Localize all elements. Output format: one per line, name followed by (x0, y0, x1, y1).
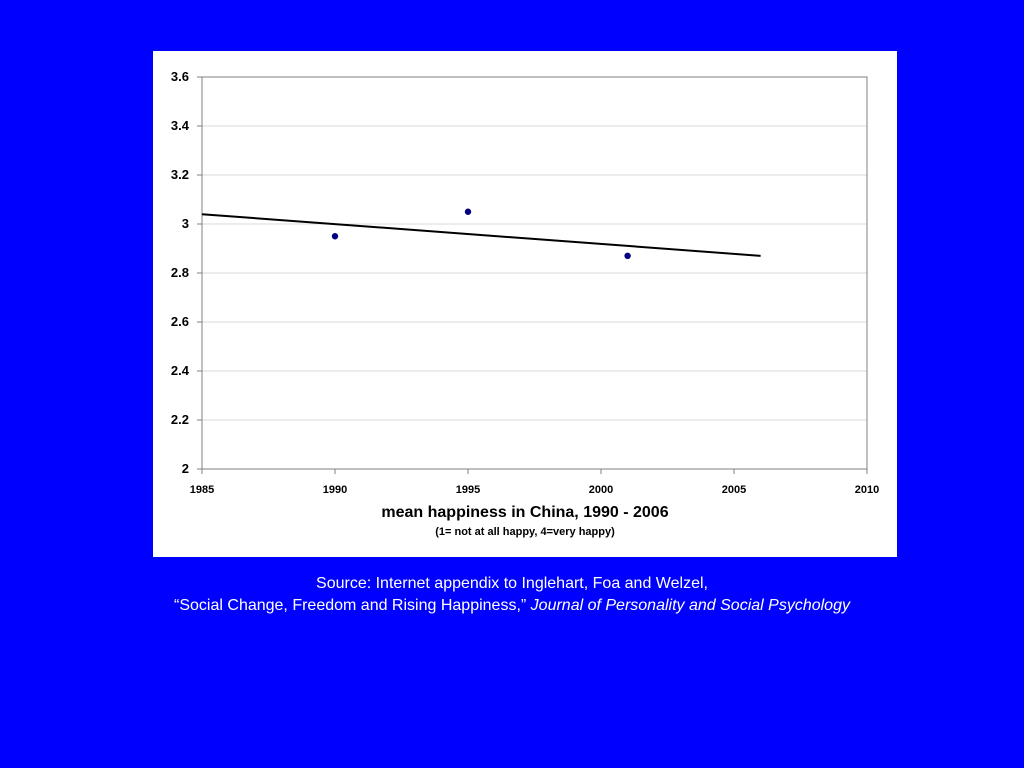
y-tick-label: 3 (182, 216, 189, 231)
x-tick-label: 2010 (855, 484, 879, 496)
chart-subtitle: (1= not at all happy, 4=very happy) (435, 526, 615, 538)
source-note: Source: Internet appendix to Inglehart, … (0, 573, 1024, 617)
y-tick-label: 2.8 (171, 265, 189, 280)
y-tick-label: 2.6 (171, 314, 189, 329)
chart-title: mean happiness in China, 1990 - 2006 (381, 504, 669, 521)
y-tick-label: 2.2 (171, 412, 189, 427)
x-tick-label: 1985 (190, 484, 214, 496)
x-tick-label: 2005 (722, 484, 746, 496)
y-tick-label: 3.6 (171, 69, 189, 84)
source-line-1: Source: Internet appendix to Inglehart, … (316, 575, 708, 592)
y-tick-label: 3.2 (171, 167, 189, 182)
data-point (464, 208, 472, 215)
y-tick-label: 3.4 (171, 118, 190, 133)
source-journal: Journal of Personality and Social Psycho… (530, 597, 850, 614)
y-tick-label: 2.4 (171, 363, 190, 378)
source-line-2: “Social Change, Freedom and Rising Happi… (0, 595, 1024, 617)
trendline (201, 213, 761, 257)
y-tick-label: 2 (182, 461, 189, 476)
chart-plot: 2 2.2 2.4 2.6 2.8 3 3.2 3.4 3.6 1985 1990 1995 2000 2… (171, 69, 879, 496)
x-tick-label: 2000 (589, 484, 613, 496)
data-point (624, 252, 631, 260)
x-tick-label: 1990 (323, 484, 347, 496)
chart-panel: 2 2.2 2.4 2.6 2.8 3 3.2 3.4 3.6 1985 1990 1995 2000 2… (153, 51, 897, 557)
x-tick-label: 1995 (456, 484, 480, 496)
data-point (331, 233, 339, 240)
source-article-title: “Social Change, Freedom and Rising Happi… (174, 597, 527, 614)
